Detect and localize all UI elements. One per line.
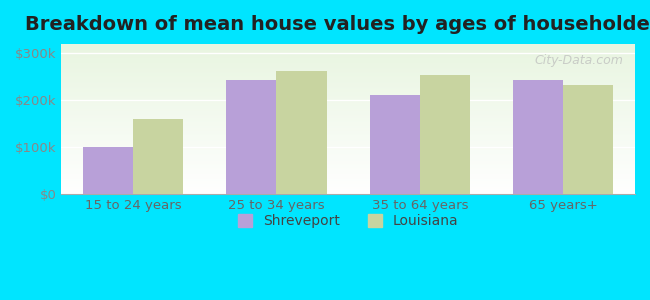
Bar xyxy=(370,95,420,194)
Bar xyxy=(276,70,327,194)
Title: Breakdown of mean house values by ages of householders: Breakdown of mean house values by ages o… xyxy=(25,15,650,34)
Bar xyxy=(420,75,470,194)
Bar xyxy=(226,80,276,194)
Bar xyxy=(564,85,614,194)
Legend: Shreveport, Louisiana: Shreveport, Louisiana xyxy=(231,207,465,235)
Bar xyxy=(513,80,564,194)
Text: City-Data.com: City-Data.com xyxy=(535,54,623,68)
Bar xyxy=(133,119,183,194)
Bar xyxy=(83,147,133,194)
